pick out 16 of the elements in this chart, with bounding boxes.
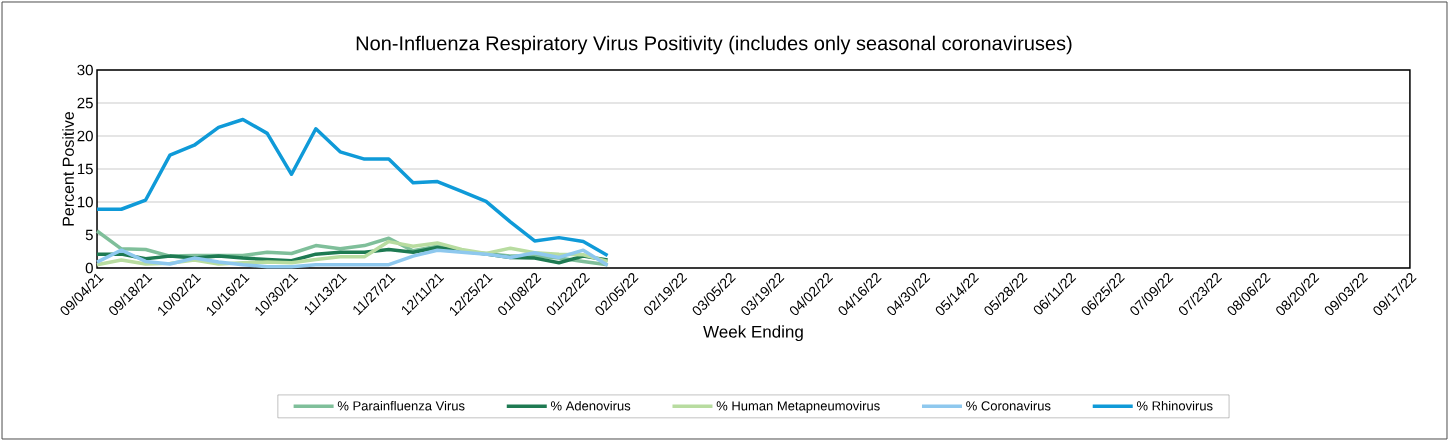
chart-title: Non-Influenza Respiratory Virus Positivity (includes only seasonal coronaviruses)	[356, 35, 1072, 55]
legend-label: % Parainfluenza Virus	[337, 400, 465, 411]
y-tick-label: 0	[85, 262, 93, 274]
y-tick-label: 20	[77, 130, 93, 142]
y-axis-title: Percent Positive	[62, 111, 74, 226]
y-tick-label: 10	[77, 196, 93, 208]
y-tick-label: 30	[77, 64, 93, 76]
legend-label: % Adenovirus	[550, 400, 631, 411]
y-tick-label: 15	[77, 163, 93, 175]
legend-label: % Rhinovirus	[1136, 400, 1213, 411]
legend-label: % Coronavirus	[966, 400, 1051, 411]
x-axis-title: Week Ending	[703, 325, 803, 342]
y-tick-label: 5	[85, 229, 93, 241]
y-tick-label: 25	[77, 97, 93, 109]
line-series	[95, 117, 610, 258]
legend-label: % Human Metapneumovirus	[716, 400, 880, 414]
